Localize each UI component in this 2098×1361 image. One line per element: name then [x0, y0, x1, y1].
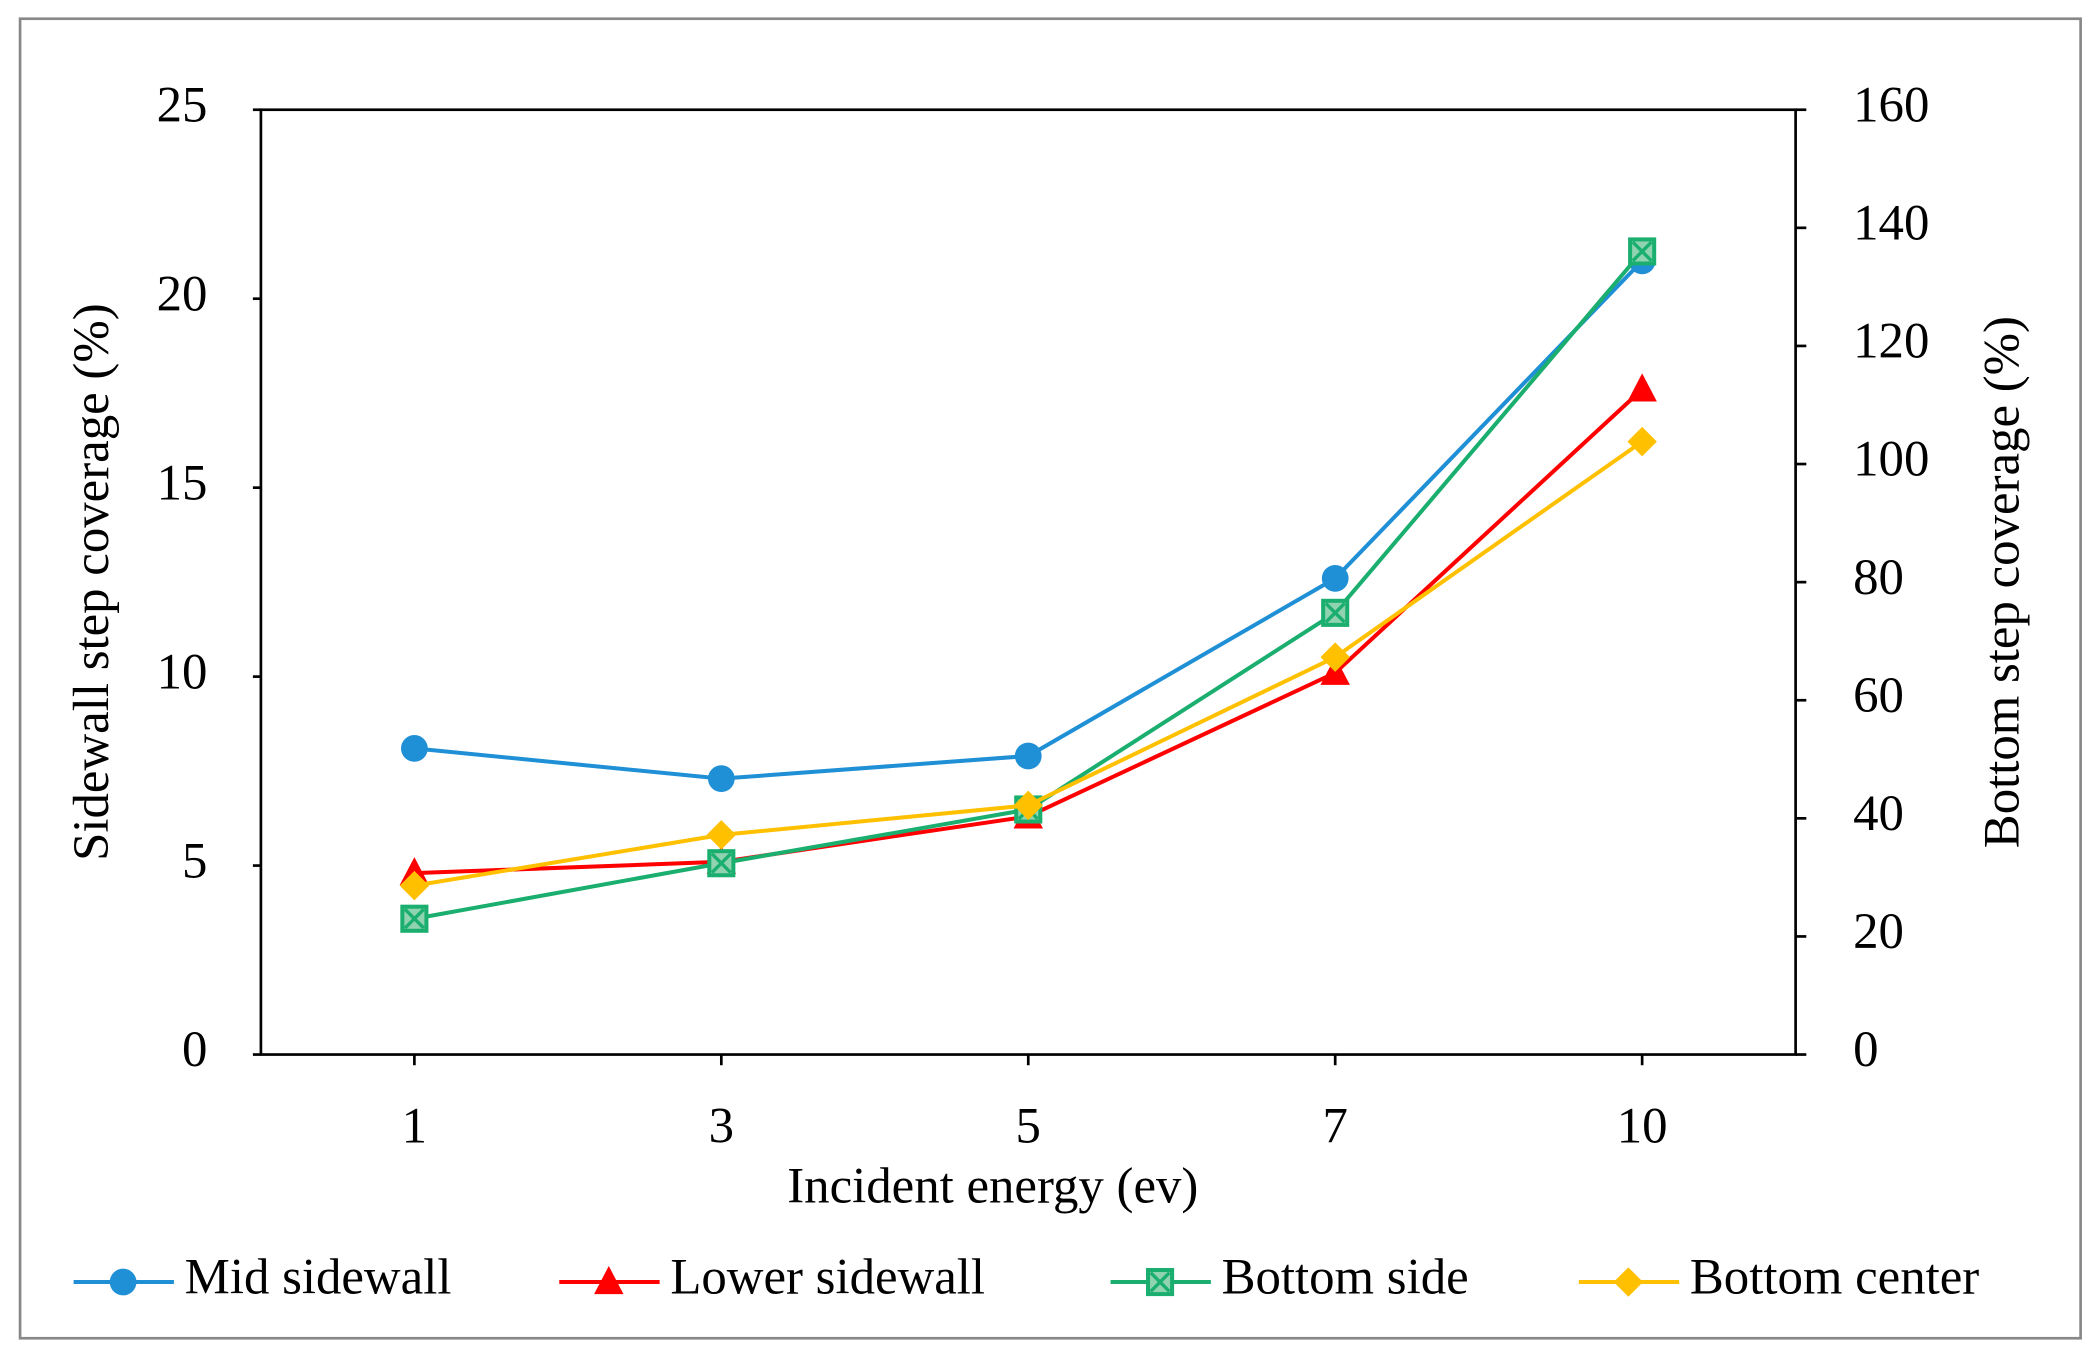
marker — [1627, 426, 1657, 457]
legend-label: Lower sidewall — [670, 1249, 985, 1305]
y-tick-label: 0 — [182, 1021, 207, 1077]
marker — [399, 870, 430, 901]
x-tick-label: 7 — [1322, 1097, 1347, 1153]
marker-cross — [1631, 240, 1653, 263]
y2-tick-label: 0 — [1853, 1021, 1878, 1077]
legend-label: Mid sidewall — [185, 1249, 452, 1305]
x-tick-label: 5 — [1016, 1097, 1041, 1153]
marker — [1014, 742, 1042, 770]
y-tick-label: 15 — [157, 454, 208, 510]
y-tick-label: 25 — [157, 76, 208, 132]
chart-frame — [18, 17, 2082, 1340]
x-tick-label: 1 — [402, 1097, 427, 1153]
marker — [401, 735, 428, 762]
marker — [109, 1268, 137, 1296]
y2-tick-label: 20 — [1853, 903, 1904, 959]
legend-label: Bottom side — [1222, 1249, 1469, 1305]
y-tick-label: 20 — [157, 265, 208, 321]
y2-tick-label: 120 — [1853, 313, 1929, 369]
y2-tick-label: 140 — [1853, 195, 1929, 251]
x-tick-label: 3 — [709, 1097, 734, 1153]
marker-cross — [1324, 602, 1346, 624]
y2-axis-title: Bottom step coverage (%) — [1974, 316, 2030, 848]
y2-tick-label: 80 — [1853, 549, 1904, 605]
x-tick-label: 10 — [1617, 1097, 1668, 1153]
marker-cross — [1149, 1271, 1171, 1293]
marker — [1627, 373, 1657, 402]
x-axis-title: Incident energy (ev) — [787, 1158, 1198, 1214]
y2-tick-label: 40 — [1853, 785, 1904, 841]
marker-cross — [710, 852, 732, 874]
marker-cross — [403, 908, 425, 930]
marker — [1321, 564, 1349, 592]
marker — [706, 820, 737, 850]
y-tick-label: 5 — [182, 832, 207, 888]
y2-tick-label: 160 — [1853, 76, 1929, 132]
y2-tick-label: 60 — [1853, 667, 1904, 723]
marker — [594, 1265, 624, 1295]
legend-label: Bottom center — [1690, 1249, 1979, 1305]
marker — [707, 765, 735, 793]
y-tick-label: 10 — [157, 643, 208, 699]
marker — [1013, 790, 1043, 821]
y2-tick-label: 100 — [1853, 431, 1929, 487]
y-axis-title: Sidewall step coverage (%) — [63, 303, 119, 861]
